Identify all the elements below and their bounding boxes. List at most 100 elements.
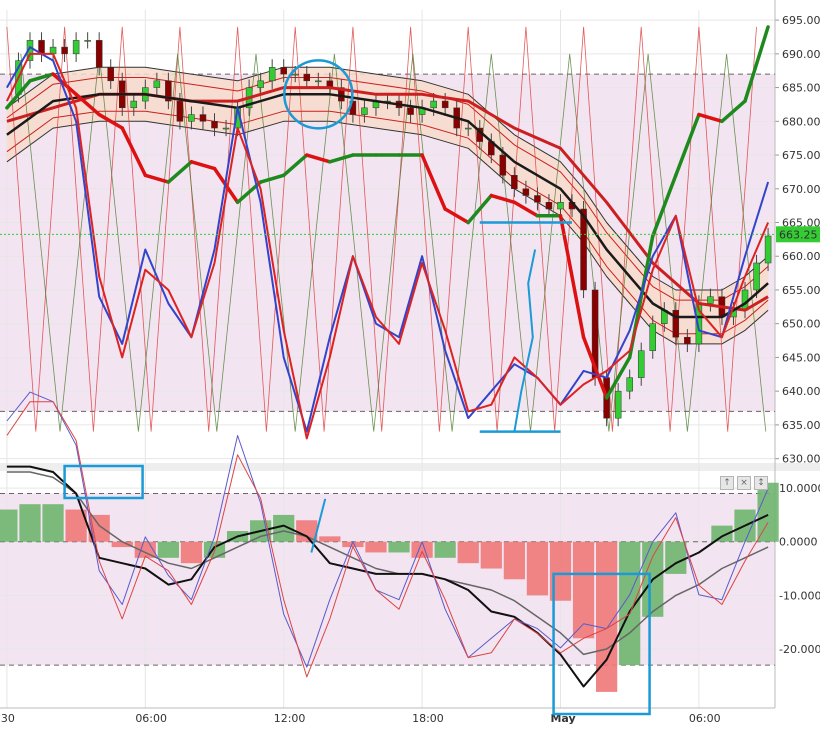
histogram-bar	[549, 541, 572, 601]
price-tick-label: 680.00	[782, 115, 820, 128]
time-tick-label: 06:00	[689, 712, 721, 725]
fast-trend-segment	[581, 335, 609, 400]
candle-body	[522, 188, 530, 196]
stochastic-red	[6, 52, 770, 440]
time-tick-label: 06:00	[135, 712, 167, 725]
fast-trend-segment	[28, 72, 55, 83]
candle-body	[626, 377, 633, 392]
annotation-slash	[310, 498, 327, 553]
oscillator-fast-blue	[6, 391, 769, 668]
candle-body	[268, 67, 276, 82]
candle-body	[222, 127, 230, 130]
last-price-label: 663.25	[779, 228, 818, 241]
fast-trend-segment	[674, 112, 701, 178]
candle-body	[315, 80, 322, 83]
histogram-bar	[434, 541, 456, 558]
candle-body	[614, 390, 622, 419]
fast-trend-segment	[651, 173, 678, 238]
histogram-bar	[457, 541, 479, 564]
histogram-bar	[180, 541, 203, 564]
fast-trend-segment	[143, 173, 171, 184]
oscillator-main-line	[6, 465, 769, 688]
candle-body	[72, 40, 80, 55]
pane-move-up-button[interactable]: ↑	[720, 476, 734, 490]
fast-trend-segment	[97, 112, 124, 130]
candle-body	[211, 121, 218, 129]
price-tick-label: 635.00	[782, 419, 820, 432]
last-price-marker	[776, 226, 820, 243]
oscillator-signal-line	[6, 471, 769, 656]
histogram-bar	[572, 541, 595, 639]
price-tick-label: 650.00	[782, 318, 820, 331]
candle-body	[107, 67, 114, 82]
time-tick-label: 18:00	[412, 712, 444, 725]
candle-body	[637, 350, 645, 378]
candle-body	[280, 67, 287, 75]
candle-body	[84, 40, 91, 42]
candle-body	[441, 100, 449, 109]
candle-body	[361, 107, 368, 115]
histogram-bar	[596, 541, 618, 692]
candle-body	[291, 73, 299, 76]
price-tick-label: 695.00	[782, 14, 820, 27]
annotation-box-top	[63, 464, 144, 500]
histogram-bar	[273, 514, 295, 542]
fast-trend-segment	[189, 160, 217, 171]
fast-trend-segment	[212, 166, 240, 205]
candle-body	[257, 80, 264, 88]
fast-trend-segment	[51, 72, 78, 97]
candle-body	[61, 46, 68, 55]
price-tick-label: 675.00	[782, 149, 820, 162]
fast-trend-segment	[258, 173, 286, 184]
fast-trend-segment	[120, 126, 148, 178]
pane-close-button[interactable]: ×	[737, 476, 751, 490]
green-zigzag-line	[20, 53, 767, 432]
price-tick-label: 640.00	[782, 385, 820, 398]
candle-body	[464, 127, 472, 130]
candle-body	[534, 195, 541, 203]
candle-body	[511, 175, 518, 190]
candle-body	[684, 336, 691, 345]
histogram-bar	[526, 541, 549, 596]
price-tick-label: 660.00	[782, 250, 820, 263]
candle-body	[430, 100, 437, 109]
histogram-bar	[319, 536, 341, 542]
price-tick-label: 665.00	[782, 217, 820, 230]
candle-body	[499, 154, 507, 176]
fast-trend-segment	[5, 79, 32, 110]
histogram-bar	[0, 509, 18, 542]
candle-body	[545, 202, 553, 210]
pane-resize-button[interactable]: ↕	[754, 476, 768, 490]
histogram-bar	[65, 509, 87, 542]
moving-average-black	[6, 93, 769, 319]
annotation-arrow	[513, 249, 537, 432]
histogram-bar	[503, 541, 525, 580]
candle-body	[176, 100, 184, 122]
oscillator-fast-red	[6, 401, 769, 678]
candle-body	[130, 100, 138, 109]
price-tick-label: 670.00	[782, 183, 820, 196]
histogram-bar	[388, 541, 410, 553]
histogram-bar	[757, 482, 779, 542]
red-zigzag-line	[6, 26, 757, 432]
histogram-bar	[157, 541, 179, 558]
histogram-bar	[111, 541, 133, 548]
price-tick-label: 655.00	[782, 284, 820, 297]
fast-trend-segment	[512, 200, 540, 218]
histogram-bar	[365, 541, 387, 553]
histogram-bar	[619, 541, 641, 666]
histogram-bar	[42, 504, 64, 542]
price-tick-label: 630.00	[782, 453, 820, 466]
histogram-bar	[480, 541, 502, 569]
fast-trend-segment	[558, 214, 586, 339]
histogram-bar	[296, 520, 318, 542]
price-tick-label: 645.00	[782, 351, 820, 364]
time-tick-label: 12:00	[274, 712, 306, 725]
candle-body	[199, 114, 207, 122]
annotation-circle	[283, 59, 354, 130]
price-tick-label: 690.00	[782, 48, 820, 61]
fast-trend-segment	[466, 193, 494, 225]
candle-body	[672, 309, 680, 338]
candle-body	[753, 262, 760, 291]
